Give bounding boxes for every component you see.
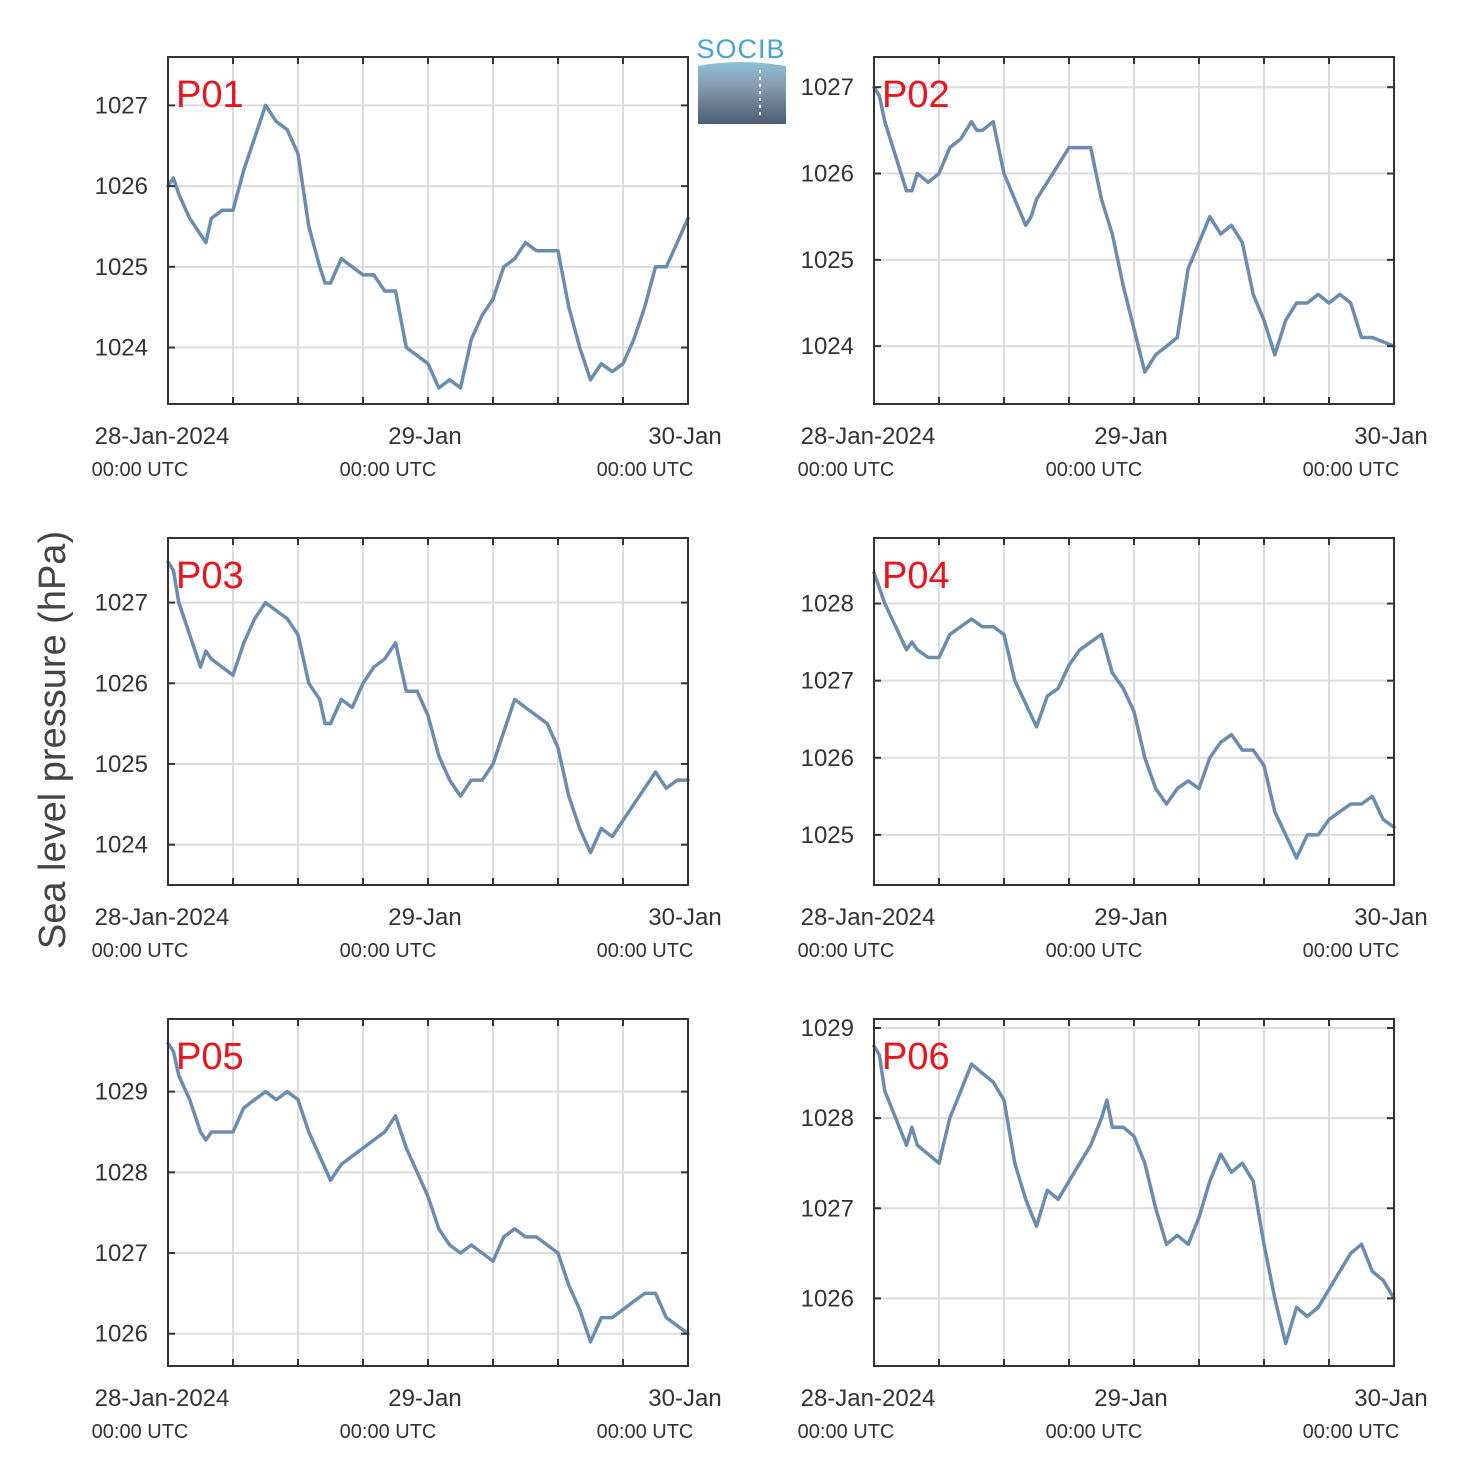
series-line-p01 <box>166 103 690 390</box>
y-tick-label: 1025 <box>95 751 148 778</box>
chart-panel-p06: 1026 1027 1028 1029 28-Jan-2024 00:00 UTC 29-J… <box>798 1015 1428 1443</box>
y-tick-label: 1026 <box>801 745 854 772</box>
shared-y-axis-label: Sea level pressure (hPa) <box>32 531 74 949</box>
x-tick-sublabel: 00:00 UTC <box>92 940 189 962</box>
y-tick-label: 1029 <box>801 1015 854 1042</box>
x-tick-label: 28-Jan-2024 <box>95 423 230 450</box>
x-tick-sublabel: 00:00 UTC <box>340 1421 437 1443</box>
socib-logo-mark <box>698 62 786 124</box>
x-tick-label: 30-Jan <box>1354 1385 1427 1412</box>
panel-title-p03: P03 <box>176 555 244 597</box>
y-tick-label: 1025 <box>95 254 148 281</box>
chart-panel-p02: 1024 1025 1026 1027 28-Jan-2024 00:00 UTC 29-J… <box>798 56 1428 481</box>
y-tick-label: 1024 <box>95 335 148 362</box>
series-line-p05 <box>166 1041 690 1344</box>
x-tick-label: 29-Jan <box>1094 904 1167 931</box>
y-tick-label: 1025 <box>801 822 854 849</box>
socib-logo-text: SOCIB <box>696 34 785 64</box>
y-tick-label: 1024 <box>95 832 148 859</box>
socib-logo: SOCIB <box>696 34 786 124</box>
x-tick-sublabel: 00:00 UTC <box>597 459 694 481</box>
y-tick-label: 1025 <box>801 247 854 274</box>
x-tick-label: 30-Jan <box>1354 904 1427 931</box>
series-line-p03 <box>166 560 690 855</box>
panel-title-p05: P05 <box>176 1036 244 1078</box>
y-tick-label: 1026 <box>95 670 148 697</box>
x-tick-sublabel: 00:00 UTC <box>798 1421 895 1443</box>
x-tick-sublabel: 00:00 UTC <box>798 940 895 962</box>
series-line-p06 <box>872 1044 1396 1346</box>
chart-panel-p01: 1024 1025 1026 1027 28-Jan-2024 00:00 UTC 29-J… <box>92 56 722 481</box>
y-tick-label: 1026 <box>95 1321 148 1348</box>
x-tick-label: 28-Jan-2024 <box>95 904 230 931</box>
x-tick-sublabel: 00:00 UTC <box>1303 940 1400 962</box>
x-tick-sublabel: 00:00 UTC <box>597 1421 694 1443</box>
x-tick-sublabel: 00:00 UTC <box>1046 459 1143 481</box>
x-tick-sublabel: 00:00 UTC <box>92 1421 189 1443</box>
y-tick-label: 1024 <box>801 333 854 360</box>
x-tick-label: 30-Jan <box>648 423 721 450</box>
x-tick-sublabel: 00:00 UTC <box>597 940 694 962</box>
x-tick-label: 29-Jan <box>1094 1385 1167 1412</box>
y-tick-label: 1027 <box>95 92 148 119</box>
y-tick-label: 1026 <box>801 161 854 188</box>
x-tick-label: 30-Jan <box>648 904 721 931</box>
panel-title-p04: P04 <box>882 555 950 597</box>
x-tick-sublabel: 00:00 UTC <box>1046 940 1143 962</box>
series-line-p02 <box>872 85 1396 374</box>
x-tick-label: 28-Jan-2024 <box>95 1385 230 1412</box>
y-tick-label: 1028 <box>95 1159 148 1186</box>
chart-panel-p03: 1024 1025 1026 1027 28-Jan-2024 00:00 UTC 29-J… <box>92 537 722 962</box>
y-tick-label: 1028 <box>801 591 854 618</box>
x-tick-sublabel: 00:00 UTC <box>1303 1421 1400 1443</box>
panel-title-p06: P06 <box>882 1036 950 1078</box>
y-tick-label: 1027 <box>95 590 148 617</box>
x-tick-label: 28-Jan-2024 <box>801 904 936 931</box>
y-tick-label: 1026 <box>801 1285 854 1312</box>
x-tick-sublabel: 00:00 UTC <box>1303 459 1400 481</box>
y-tick-label: 1026 <box>95 173 148 200</box>
panel-title-p02: P02 <box>882 74 950 116</box>
x-tick-label: 29-Jan <box>1094 423 1167 450</box>
x-tick-sublabel: 00:00 UTC <box>1046 1421 1143 1443</box>
x-tick-label: 28-Jan-2024 <box>801 1385 936 1412</box>
x-tick-label: 28-Jan-2024 <box>801 423 936 450</box>
x-tick-sublabel: 00:00 UTC <box>340 459 437 481</box>
series-line-p04 <box>872 570 1396 860</box>
panel-title-p01: P01 <box>176 74 244 116</box>
x-tick-sublabel: 00:00 UTC <box>798 459 895 481</box>
chart-panel-p04: 1025 1026 1027 1028 28-Jan-2024 00:00 UTC 29-J… <box>798 537 1428 962</box>
y-tick-label: 1027 <box>801 74 854 101</box>
y-tick-label: 1027 <box>801 668 854 695</box>
panels-container: 1024 1025 1026 1027 28-Jan-2024 00:00 UTC 29-J… <box>92 56 1428 1443</box>
x-tick-label: 29-Jan <box>388 904 461 931</box>
x-tick-label: 30-Jan <box>648 1385 721 1412</box>
y-tick-label: 1027 <box>801 1195 854 1222</box>
y-tick-label: 1027 <box>95 1240 148 1267</box>
y-tick-label: 1028 <box>801 1105 854 1132</box>
x-tick-label: 30-Jan <box>1354 423 1427 450</box>
x-tick-label: 29-Jan <box>388 423 461 450</box>
chart-panel-p05: 1026 1027 1028 1029 28-Jan-2024 00:00 UTC 29-J… <box>92 1018 722 1443</box>
x-tick-label: 29-Jan <box>388 1385 461 1412</box>
x-tick-sublabel: 00:00 UTC <box>92 459 189 481</box>
y-tick-label: 1029 <box>95 1079 148 1106</box>
x-tick-sublabel: 00:00 UTC <box>340 940 437 962</box>
